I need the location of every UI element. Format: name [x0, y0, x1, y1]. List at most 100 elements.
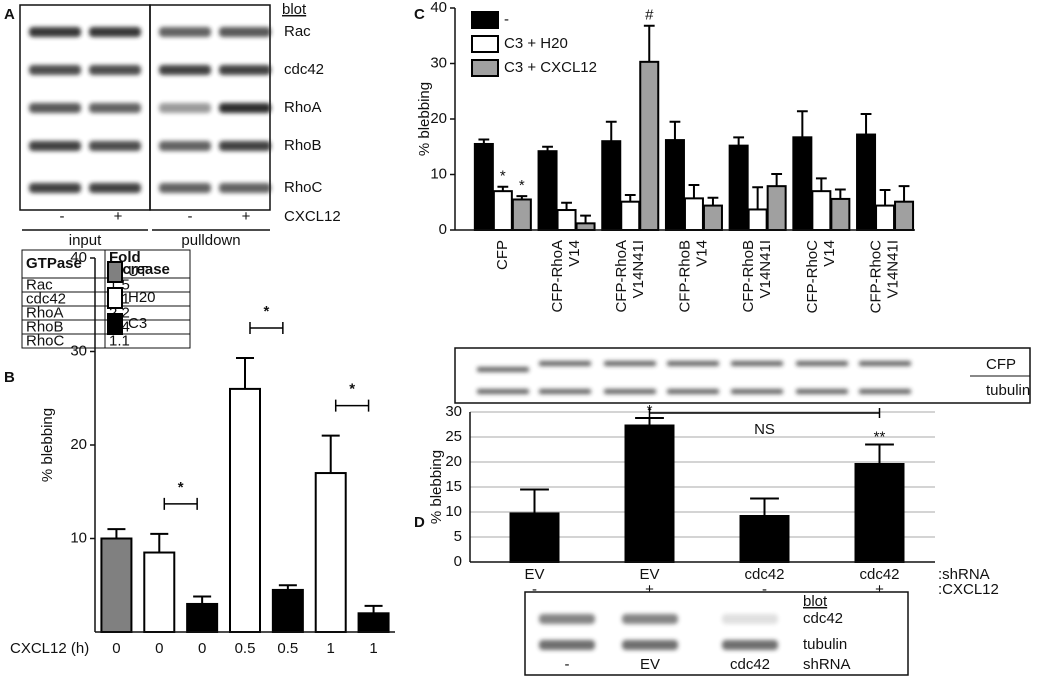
x-axis-label: CXCL12 (h)	[10, 640, 89, 657]
blot-row-label: tubulin	[986, 382, 1030, 399]
table-frame	[21, 249, 191, 349]
band	[219, 103, 271, 113]
bar	[601, 140, 622, 231]
y-tick-label: 20	[430, 110, 447, 127]
error-bar	[542, 145, 553, 152]
bar	[473, 142, 494, 232]
blot-header: blot	[803, 593, 828, 610]
band	[219, 141, 271, 151]
text-line: V14N41I	[885, 240, 902, 298]
y-tick-label: 0	[454, 553, 462, 570]
bar	[639, 60, 660, 231]
lane-label: -	[565, 656, 570, 673]
x-tick-label: CFP-RhoAV14	[549, 240, 583, 313]
error-bar	[497, 185, 509, 192]
significance-mark: **	[874, 428, 886, 445]
band	[622, 614, 678, 624]
blot-row-label: Rac	[284, 23, 311, 40]
band	[159, 27, 211, 37]
bar	[624, 424, 675, 563]
y-tick-label: 10	[70, 529, 87, 546]
blot-row-label: cdc42	[284, 61, 324, 78]
x-tick-label: CFP-RhoBV14	[676, 240, 710, 313]
y-tick-label: 15	[445, 478, 462, 495]
legend-swatch	[107, 261, 123, 283]
legend-label: C3	[128, 315, 147, 332]
text-line: CFP-RhoA	[613, 240, 630, 313]
bar	[747, 208, 768, 231]
error-bar	[669, 120, 681, 141]
significance-bracket	[249, 322, 284, 335]
band	[796, 361, 848, 366]
error-bar	[707, 196, 719, 206]
text-line: V14	[693, 240, 710, 267]
significance-mark: #	[645, 7, 654, 24]
y-tick-label: 10	[430, 165, 447, 182]
band	[219, 27, 271, 37]
band	[89, 141, 141, 151]
error-bar	[815, 177, 827, 192]
panel-letter: B	[4, 369, 15, 386]
x-tick-label: 1	[369, 640, 377, 657]
blot-row-label: CFP	[986, 356, 1016, 373]
bar	[683, 197, 704, 232]
blot-header: blot	[282, 1, 307, 18]
y-tick-label: 40	[70, 249, 87, 266]
band	[667, 361, 719, 366]
band	[539, 640, 595, 650]
x-tick-label: CFP-RhoCV14N41I	[868, 240, 902, 314]
blot-row-label: cdc42	[803, 610, 843, 627]
band	[89, 103, 141, 113]
band	[219, 65, 271, 75]
error-bar	[580, 214, 591, 224]
bar	[702, 204, 723, 232]
y-tick-label: 30	[445, 403, 462, 420]
error-bar	[364, 604, 383, 614]
x-tick-label: cdc42	[859, 566, 899, 583]
blot-row-label: RhoB	[284, 137, 322, 154]
bar	[100, 537, 133, 633]
group-label: pulldown	[181, 232, 240, 249]
y-tick-label: 5	[454, 528, 462, 545]
band	[29, 103, 81, 113]
panel-letter: A	[4, 6, 15, 23]
error-bar	[879, 189, 891, 206]
band	[622, 640, 678, 650]
significance-mark: NS	[754, 421, 775, 438]
legend-label: C3 + CXCL12	[504, 59, 597, 76]
band	[477, 367, 529, 372]
bar	[811, 190, 832, 231]
bar	[143, 551, 176, 634]
significance-bracket	[334, 399, 370, 412]
x-tick-label: CFP-RhoCV14	[804, 240, 838, 314]
band	[731, 389, 783, 394]
row-label: :CXCL12	[938, 581, 999, 598]
lane-label: -	[188, 208, 193, 225]
band	[796, 389, 848, 394]
error-bar	[605, 120, 617, 142]
error-bar	[643, 24, 655, 62]
error-bar	[150, 532, 169, 553]
x-tick-label: EV	[524, 566, 544, 583]
blot-row-label: tubulin	[803, 636, 847, 653]
band	[722, 614, 778, 624]
x-tick-label: 0.5	[235, 640, 256, 657]
blot-frame	[454, 347, 1031, 404]
band	[539, 389, 591, 394]
table-header: GTPase	[26, 255, 82, 272]
bar	[830, 197, 851, 231]
y-tick-label: 40	[430, 0, 447, 16]
band	[159, 103, 211, 113]
lane-label: cdc42	[730, 656, 770, 673]
x-tick-label: CFP-RhoBV14N41I	[740, 240, 774, 313]
lane-axis-label: shRNA	[803, 656, 851, 673]
error-bar	[898, 185, 910, 202]
error-bar	[750, 497, 779, 535]
x-tick-label: cdc42	[744, 566, 784, 583]
band	[477, 389, 529, 394]
bar	[186, 602, 219, 634]
legend-swatch	[471, 11, 499, 29]
bar	[575, 222, 596, 231]
legend-label: -	[504, 11, 509, 28]
text-line: CFP-RhoA	[549, 240, 566, 313]
